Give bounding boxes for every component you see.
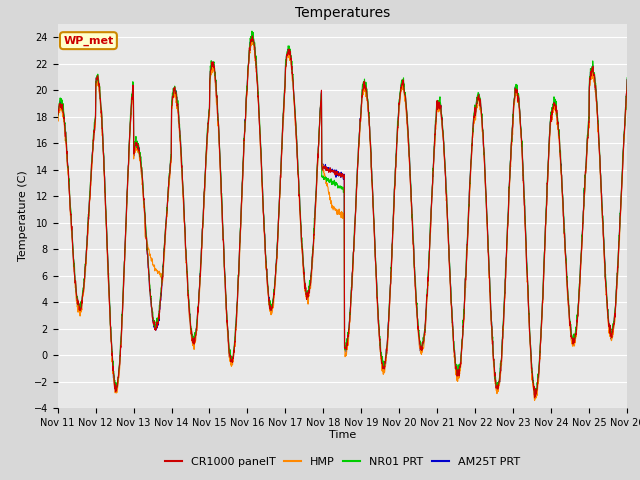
Line: NR01 PRT: NR01 PRT bbox=[58, 31, 627, 395]
CR1000 panelT bbox=[623, 77, 631, 83]
NR01 PRT bbox=[623, 75, 631, 81]
Text: WP_met: WP_met bbox=[63, 36, 113, 46]
CR1000 panelT bbox=[54, 112, 61, 118]
HMP bbox=[248, 34, 256, 40]
AM25T PRT bbox=[531, 392, 538, 398]
Line: HMP: HMP bbox=[58, 37, 627, 400]
AM25T PRT bbox=[316, 116, 324, 122]
X-axis label: Time: Time bbox=[329, 431, 356, 441]
NR01 PRT bbox=[316, 112, 324, 118]
CR1000 panelT bbox=[502, 254, 510, 260]
NR01 PRT bbox=[607, 329, 615, 335]
Legend: CR1000 panelT, HMP, NR01 PRT, AM25T PRT: CR1000 panelT, HMP, NR01 PRT, AM25T PRT bbox=[161, 453, 524, 471]
HMP bbox=[502, 259, 510, 265]
CR1000 panelT bbox=[249, 33, 257, 39]
CR1000 panelT bbox=[607, 331, 615, 337]
NR01 PRT bbox=[83, 242, 90, 248]
AM25T PRT bbox=[248, 33, 256, 39]
AM25T PRT bbox=[623, 76, 631, 82]
HMP bbox=[83, 248, 90, 254]
AM25T PRT bbox=[607, 336, 615, 342]
NR01 PRT bbox=[532, 392, 540, 398]
CR1000 panelT bbox=[331, 169, 339, 175]
HMP bbox=[607, 335, 615, 341]
HMP bbox=[623, 85, 631, 91]
NR01 PRT bbox=[54, 111, 61, 117]
HMP bbox=[607, 337, 615, 343]
NR01 PRT bbox=[331, 180, 339, 186]
Line: CR1000 panelT: CR1000 panelT bbox=[58, 36, 627, 398]
HMP bbox=[331, 206, 339, 212]
NR01 PRT bbox=[502, 255, 510, 261]
AM25T PRT bbox=[607, 333, 615, 338]
CR1000 panelT bbox=[316, 115, 324, 121]
AM25T PRT bbox=[502, 252, 510, 258]
NR01 PRT bbox=[248, 28, 256, 34]
Title: Temperatures: Temperatures bbox=[295, 6, 390, 20]
AM25T PRT bbox=[83, 245, 90, 251]
CR1000 panelT bbox=[607, 332, 615, 337]
CR1000 panelT bbox=[531, 395, 538, 401]
HMP bbox=[54, 116, 61, 121]
Y-axis label: Temperature (C): Temperature (C) bbox=[18, 170, 28, 262]
Line: AM25T PRT: AM25T PRT bbox=[58, 36, 627, 395]
HMP bbox=[316, 119, 324, 125]
NR01 PRT bbox=[607, 329, 615, 335]
AM25T PRT bbox=[331, 167, 339, 173]
AM25T PRT bbox=[54, 111, 61, 117]
CR1000 panelT bbox=[83, 245, 90, 251]
HMP bbox=[531, 397, 538, 403]
